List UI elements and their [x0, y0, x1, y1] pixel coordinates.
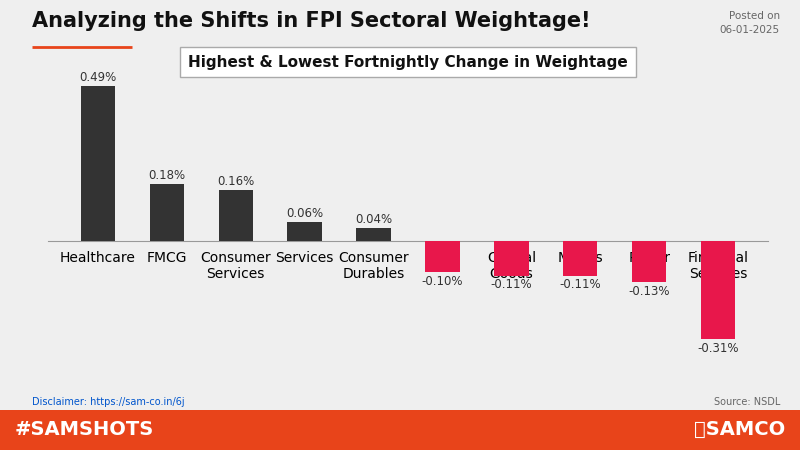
Text: -0.10%: -0.10%: [422, 275, 463, 288]
Bar: [81, 86, 115, 241]
Bar: [287, 222, 322, 241]
Bar: [218, 190, 253, 241]
Bar: [494, 241, 529, 275]
Bar: [563, 241, 598, 275]
Text: Source: NSDL: Source: NSDL: [714, 397, 780, 407]
Bar: [426, 241, 460, 272]
Text: -0.13%: -0.13%: [628, 285, 670, 298]
Text: 0.49%: 0.49%: [79, 71, 117, 84]
Text: -0.11%: -0.11%: [559, 279, 601, 292]
Text: -0.11%: -0.11%: [490, 279, 532, 292]
Text: ⨉SAMCO: ⨉SAMCO: [694, 420, 786, 439]
Text: Highest & Lowest Fortnightly Change in Weightage: Highest & Lowest Fortnightly Change in W…: [188, 55, 628, 70]
Bar: [356, 228, 390, 241]
Text: 0.06%: 0.06%: [286, 207, 323, 220]
Text: Disclaimer: https://sam-co.in/6j: Disclaimer: https://sam-co.in/6j: [32, 397, 185, 407]
Text: 0.18%: 0.18%: [148, 169, 186, 182]
Bar: [632, 241, 666, 282]
Text: -0.31%: -0.31%: [698, 342, 738, 355]
Text: 0.16%: 0.16%: [217, 175, 254, 188]
Bar: [150, 184, 184, 241]
Text: Posted on
06-01-2025: Posted on 06-01-2025: [720, 11, 780, 35]
Text: 0.04%: 0.04%: [355, 213, 392, 226]
Bar: [701, 241, 735, 339]
Text: #SAMSHOTS: #SAMSHOTS: [14, 420, 154, 439]
Text: Analyzing the Shifts in FPI Sectoral Weightage!: Analyzing the Shifts in FPI Sectoral Wei…: [32, 11, 590, 31]
